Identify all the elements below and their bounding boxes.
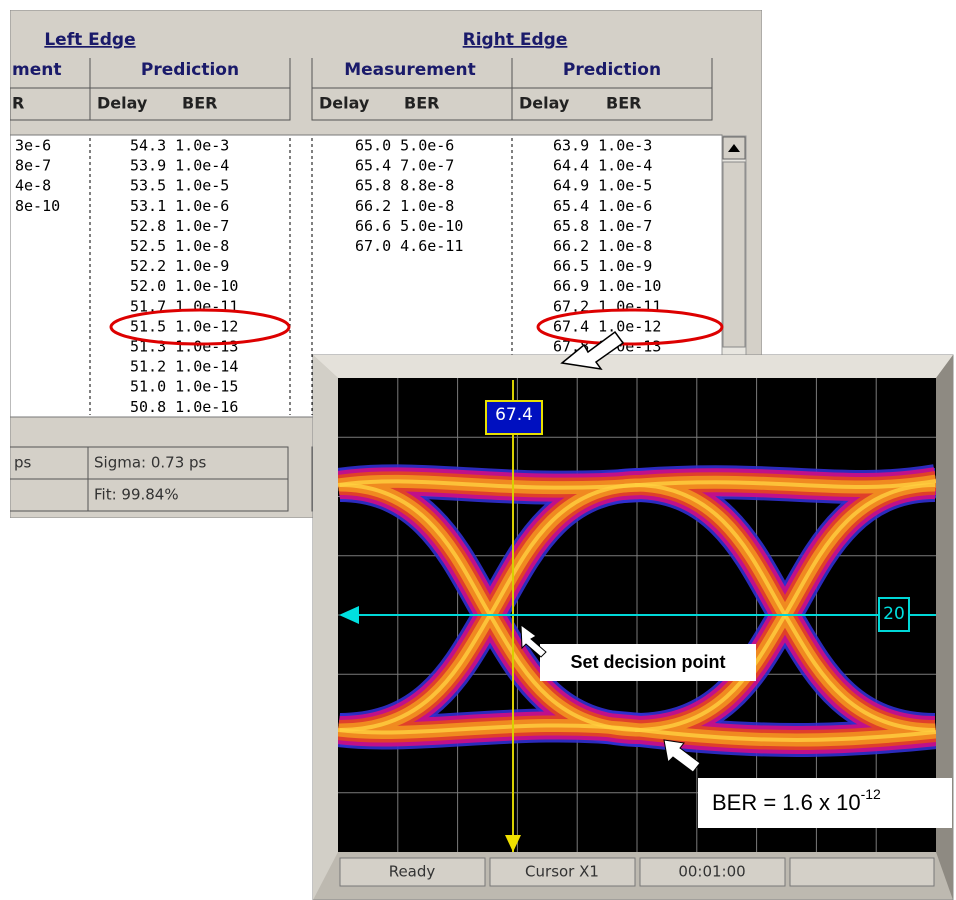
column-header: Measurement bbox=[344, 60, 476, 80]
cell: 3e-6 bbox=[15, 137, 51, 155]
cell: 51.5 1.0e-12 bbox=[130, 317, 238, 335]
cell: 66.6 5.0e-10 bbox=[355, 217, 463, 235]
cell: 54.3 1.0e-3 bbox=[130, 137, 229, 155]
cell: 63.9 1.0e-3 bbox=[553, 137, 652, 155]
cell: 50.8 1.0e-16 bbox=[130, 398, 238, 416]
cell: 65.0 5.0e-6 bbox=[355, 137, 454, 155]
cell: 64.4 1.0e-4 bbox=[553, 157, 652, 175]
ber-text: BER = 1.6 x 10 bbox=[712, 790, 861, 815]
cell: 64.9 1.0e-5 bbox=[553, 177, 652, 195]
cell: 8e-7 bbox=[15, 157, 51, 175]
cell: 53.1 1.0e-6 bbox=[130, 197, 229, 215]
sub-header: BER bbox=[182, 94, 217, 113]
cell: 4e-8 bbox=[15, 177, 51, 195]
status-text: Fit: 99.84% bbox=[94, 486, 179, 504]
cell: 66.2 1.0e-8 bbox=[553, 237, 652, 255]
sub-header: Delay bbox=[319, 94, 370, 113]
group-header: Right Edge bbox=[463, 30, 568, 50]
column-header: ment bbox=[12, 60, 61, 80]
annotation: Set decision point bbox=[570, 652, 725, 672]
level-label: 20 bbox=[883, 604, 905, 624]
sub-header: BER bbox=[606, 94, 641, 113]
status-text: 00:01:00 bbox=[678, 863, 745, 881]
cell: 52.8 1.0e-7 bbox=[130, 217, 229, 235]
cursor-label: 67.4 bbox=[495, 405, 533, 425]
status-text: Ready bbox=[389, 863, 436, 881]
sub-header: Delay bbox=[519, 94, 570, 113]
column-header: Prediction bbox=[141, 60, 239, 80]
status-text: Sigma: 0.73 ps bbox=[94, 454, 207, 472]
sub-header: Delay bbox=[97, 94, 148, 113]
cell: 66.9 1.0e-10 bbox=[553, 277, 661, 295]
status-text: ps bbox=[14, 454, 32, 472]
cell: 53.5 1.0e-5 bbox=[130, 177, 229, 195]
column-header: Prediction bbox=[563, 60, 661, 80]
cell: 52.5 1.0e-8 bbox=[130, 237, 229, 255]
cell: 52.0 1.0e-10 bbox=[130, 277, 238, 295]
cell: 65.4 7.0e-7 bbox=[355, 157, 454, 175]
cell: 51.2 1.0e-14 bbox=[130, 358, 238, 376]
cell: 51.0 1.0e-15 bbox=[130, 378, 238, 396]
sub-header: R bbox=[12, 94, 24, 113]
screenshot: Left Edge Right Edge ment Prediction Mea… bbox=[0, 0, 956, 900]
cell: 65.8 1.0e-7 bbox=[553, 217, 652, 235]
cell: 67.4 1.0e-12 bbox=[553, 317, 661, 335]
cell: 67.2 1.0e-11 bbox=[553, 297, 661, 315]
cell: 66.2 1.0e-8 bbox=[355, 197, 454, 215]
cell: 52.2 1.0e-9 bbox=[130, 257, 229, 275]
cell: 67.0 4.6e-11 bbox=[355, 237, 463, 255]
cell: 53.9 1.0e-4 bbox=[130, 157, 229, 175]
cell: 65.8 8.8e-8 bbox=[355, 177, 454, 195]
group-header: Left Edge bbox=[44, 30, 135, 50]
cell: 66.5 1.0e-9 bbox=[553, 257, 652, 275]
ber-label: BER = 1.6 x 10-12 bbox=[712, 786, 881, 815]
status-text: Cursor X1 bbox=[525, 863, 599, 881]
cell: 65.4 1.0e-6 bbox=[553, 197, 652, 215]
ber-exponent: -12 bbox=[861, 786, 881, 802]
sub-header: BER bbox=[404, 94, 439, 113]
cell: 8e-10 bbox=[15, 197, 60, 215]
